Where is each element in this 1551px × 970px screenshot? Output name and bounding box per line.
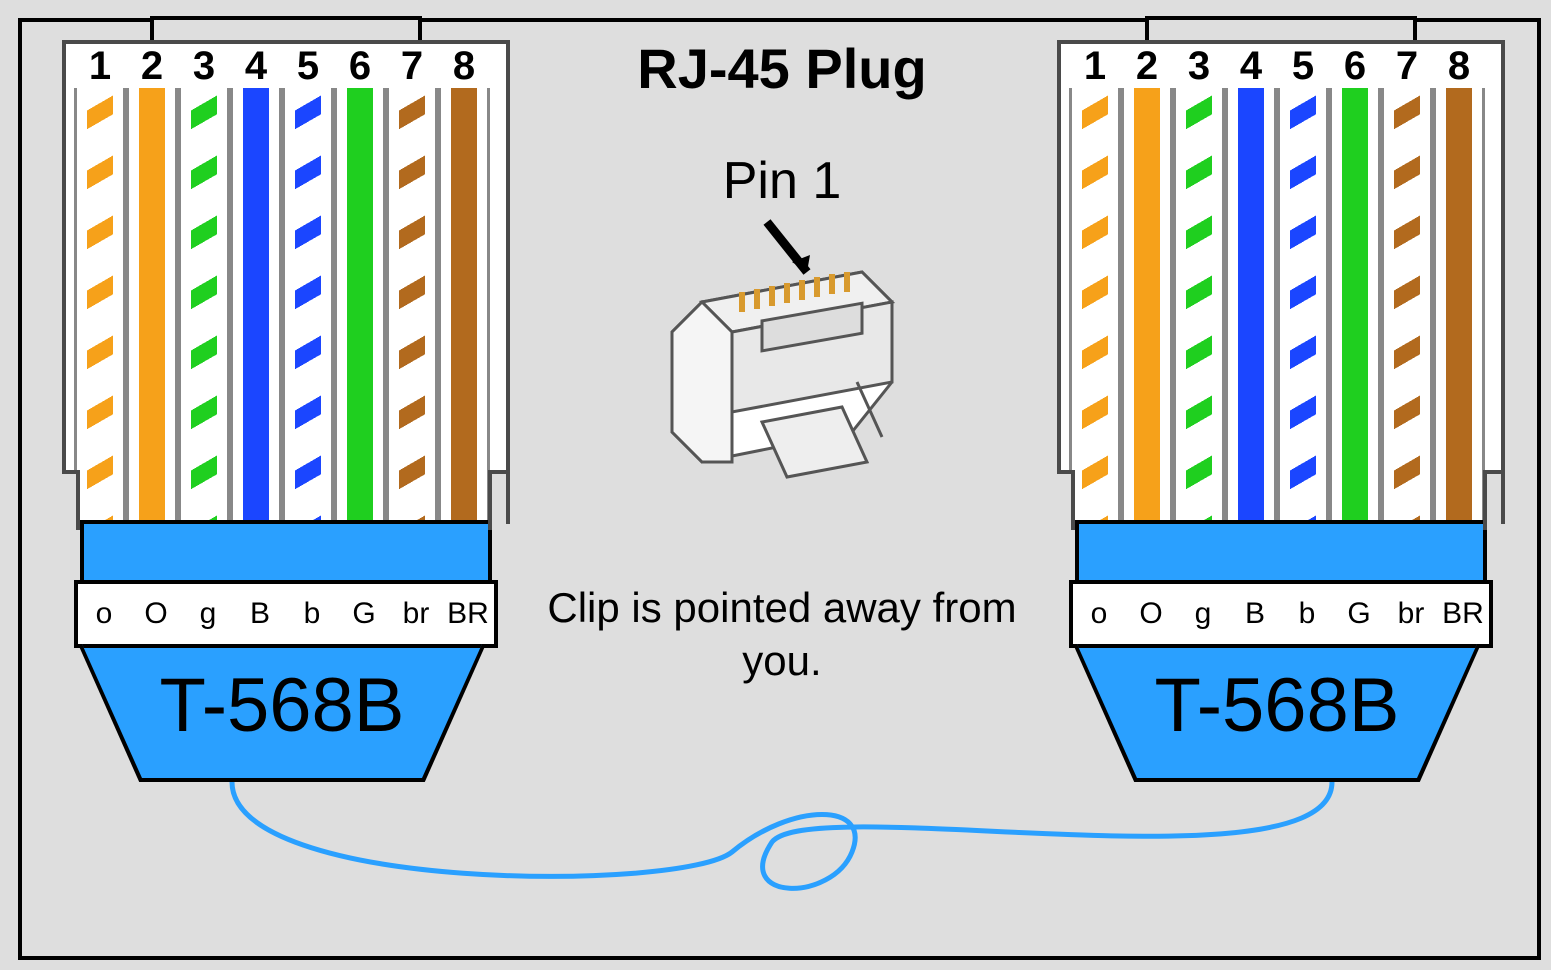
wire-label: O [130, 584, 182, 644]
pin-number: 5 [1277, 44, 1329, 89]
center-panel: RJ-45 Plug Pin 1 [512, 22, 1052, 211]
standard-label: T-568B [1077, 662, 1477, 749]
clip-text: Clip is pointed away from you. [512, 582, 1052, 687]
diagram-frame: 12345678 oOgBbGbrBR T-568B 12345678 oOgB… [18, 18, 1541, 960]
pin-number: 8 [1433, 44, 1485, 89]
pin-number: 2 [1121, 44, 1173, 89]
pin-number: 4 [1225, 44, 1277, 89]
wire-track [386, 88, 438, 520]
wire-label: B [234, 584, 286, 644]
wire-label: b [286, 584, 338, 644]
wire [1134, 88, 1160, 520]
wire [139, 88, 165, 520]
wire-track [230, 88, 282, 520]
wire-track [1069, 88, 1121, 520]
wire-label: O [1125, 584, 1177, 644]
wire-track [282, 88, 334, 520]
pin-number: 1 [1069, 44, 1121, 89]
wire-track [1433, 88, 1485, 520]
wire [1290, 88, 1316, 520]
wire-track [438, 88, 490, 520]
cable-loop-icon [212, 772, 1352, 912]
pin-number: 6 [1329, 44, 1381, 89]
wire-track [1225, 88, 1277, 520]
arrow-icon [752, 212, 832, 292]
wire [1238, 88, 1264, 520]
wire-track [74, 88, 126, 520]
wire-label: br [390, 584, 442, 644]
pin-number: 6 [334, 44, 386, 89]
wire-track [1381, 88, 1433, 520]
pin-numbers-row: 12345678 [74, 44, 490, 89]
wire-labels-row: oOgBbGbrBR [1069, 580, 1493, 648]
wire [451, 88, 477, 520]
pin-number: 2 [126, 44, 178, 89]
pin-number: 4 [230, 44, 282, 89]
wire-label: B [1229, 584, 1281, 644]
rj45-plug-icon [642, 262, 922, 522]
wire-label: BR [442, 584, 494, 644]
wire [1342, 88, 1368, 520]
wire-label: G [1333, 584, 1385, 644]
wire-track [126, 88, 178, 520]
wire [1186, 88, 1212, 520]
wire-label: G [338, 584, 390, 644]
wire-label: BR [1437, 584, 1489, 644]
wire [243, 88, 269, 520]
pin-number: 7 [386, 44, 438, 89]
wire-track [1121, 88, 1173, 520]
pin-number: 7 [1381, 44, 1433, 89]
wire-track [334, 88, 386, 520]
pin-number: 1 [74, 44, 126, 89]
wire [347, 88, 373, 520]
pin-number: 3 [178, 44, 230, 89]
pin-number: 8 [438, 44, 490, 89]
pin1-label: Pin 1 [512, 151, 1052, 211]
wire-track [1329, 88, 1381, 520]
wire-label: b [1281, 584, 1333, 644]
wire [191, 88, 217, 520]
wire [1446, 88, 1472, 520]
wire [87, 88, 113, 520]
wire [1082, 88, 1108, 520]
cable-sheath [80, 520, 492, 580]
wire-label: o [1073, 584, 1125, 644]
wire [295, 88, 321, 520]
diagram-title: RJ-45 Plug [512, 36, 1052, 101]
pin-number: 3 [1173, 44, 1225, 89]
wire-label: g [182, 584, 234, 644]
wire-tracks [74, 88, 490, 520]
wire-label: g [1177, 584, 1229, 644]
wire-label: o [78, 584, 130, 644]
wire-track [1173, 88, 1225, 520]
pin-number: 5 [282, 44, 334, 89]
wire-track [178, 88, 230, 520]
wire-label: br [1385, 584, 1437, 644]
wire-labels-row: oOgBbGbrBR [74, 580, 498, 648]
wire [399, 88, 425, 520]
pin-numbers-row: 12345678 [1069, 44, 1485, 89]
wire [1394, 88, 1420, 520]
cable-sheath [1075, 520, 1487, 580]
wire-tracks [1069, 88, 1485, 520]
wire-track [1277, 88, 1329, 520]
standard-label: T-568B [82, 662, 482, 749]
